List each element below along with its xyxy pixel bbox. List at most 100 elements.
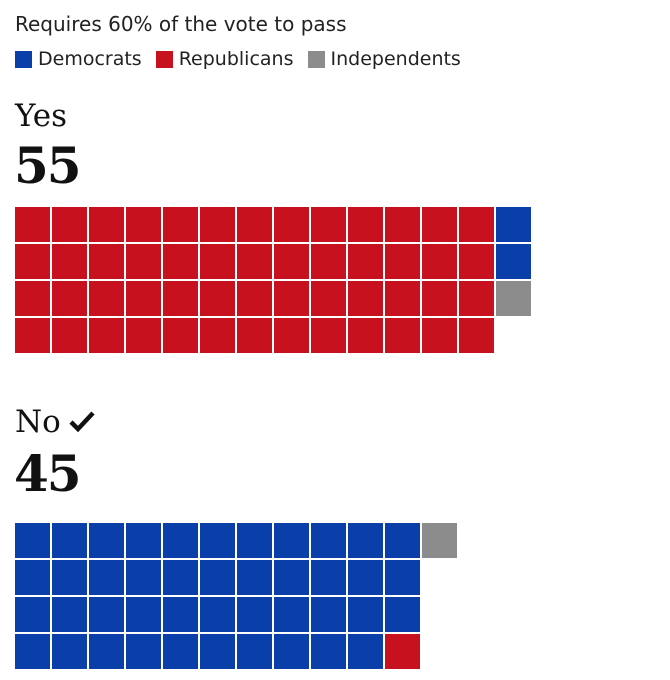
waffle-cell-no-democrats: [274, 523, 309, 558]
waffle-cell-yes-republicans: [422, 207, 457, 242]
waffle-cell-no-independents: [422, 523, 457, 558]
waffle-cell-no-democrats: [15, 560, 50, 595]
waffle-cell-yes-republicans: [126, 281, 161, 316]
waffle-cell-yes-republicans: [15, 281, 50, 316]
waffle-cell-yes-republicans: [348, 207, 383, 242]
waffle-cell-yes-republicans: [163, 244, 198, 279]
waffle-cell-no-democrats: [163, 634, 198, 669]
waffle-cell-no-democrats: [126, 560, 161, 595]
waffle-cell-yes-republicans: [311, 281, 346, 316]
legend: Democrats Republicans Independents: [15, 46, 475, 72]
waffle-cell-yes-republicans: [311, 244, 346, 279]
waffle-cell-no-democrats: [348, 597, 383, 632]
waffle-cell-yes-republicans: [15, 318, 50, 353]
waffle-cell-yes-republicans: [126, 318, 161, 353]
waffle-cell-yes-republicans: [89, 244, 124, 279]
waffle-cell-yes-republicans: [15, 207, 50, 242]
waffle-cell-no-democrats: [89, 560, 124, 595]
waffle-cell-yes-democrats: [496, 244, 531, 279]
waffle-cell-no-democrats: [15, 634, 50, 669]
waffle-cell-no-democrats: [89, 634, 124, 669]
waffle-cell-no-democrats: [200, 597, 235, 632]
waffle-cell-yes-republicans: [52, 281, 87, 316]
waffle-cell-no-democrats: [311, 560, 346, 595]
waffle-cell-yes-republicans: [348, 318, 383, 353]
waffle-cell-yes-republicans: [274, 244, 309, 279]
waffle-cell-no-democrats: [200, 523, 235, 558]
yes-count: 55: [14, 136, 82, 195]
waffle-cell-yes-republicans: [237, 244, 272, 279]
waffle-cell-yes-republicans: [348, 244, 383, 279]
waffle-cell-yes-republicans: [459, 244, 494, 279]
waffle-cell-no-democrats: [89, 523, 124, 558]
waffle-cell-yes-republicans: [200, 244, 235, 279]
waffle-cell-yes-republicans: [89, 207, 124, 242]
waffle-cell-yes-republicans: [385, 281, 420, 316]
requirement-note: Requires 60% of the vote to pass: [15, 12, 347, 36]
waffle-cell-yes-republicans: [274, 318, 309, 353]
waffle-cell-yes-republicans: [200, 281, 235, 316]
waffle-cell-yes-republicans: [459, 207, 494, 242]
yes-label-text: Yes: [15, 98, 68, 134]
waffle-cell-yes-republicans: [52, 318, 87, 353]
legend-label-independents: Independents: [330, 48, 461, 70]
waffle-cell-no-democrats: [126, 634, 161, 669]
waffle-cell-yes-republicans: [311, 207, 346, 242]
waffle-cell-yes-republicans: [385, 244, 420, 279]
waffle-cell-yes-independents: [496, 281, 531, 316]
waffle-cell-yes-republicans: [311, 318, 346, 353]
waffle-cell-no-democrats: [126, 597, 161, 632]
waffle-cell-yes-republicans: [126, 207, 161, 242]
waffle-cell-yes-republicans: [422, 318, 457, 353]
waffle-cell-yes-republicans: [385, 207, 420, 242]
waffle-cell-no-democrats: [348, 634, 383, 669]
waffle-cell-no-democrats: [385, 597, 420, 632]
legend-label-republicans: Republicans: [178, 48, 294, 70]
waffle-cell-no-democrats: [237, 634, 272, 669]
waffle-cell-yes-republicans: [126, 244, 161, 279]
legend-swatch-republicans: [155, 50, 173, 68]
waffle-cell-yes-republicans: [52, 244, 87, 279]
waffle-cell-yes-republicans: [89, 281, 124, 316]
waffle-cell-no-democrats: [237, 523, 272, 558]
waffle-cell-no-democrats: [311, 597, 346, 632]
waffle-cell-no-democrats: [274, 634, 309, 669]
waffle-grid-yes: [15, 207, 531, 353]
no-count: 45: [14, 444, 82, 503]
waffle-cell-no-democrats: [52, 560, 87, 595]
waffle-cell-yes-republicans: [163, 318, 198, 353]
waffle-cell-no-democrats: [348, 523, 383, 558]
waffle-cell-no-democrats: [15, 523, 50, 558]
waffle-cell-yes-republicans: [274, 281, 309, 316]
waffle-cell-yes-republicans: [15, 244, 50, 279]
waffle-cell-yes-republicans: [459, 318, 494, 353]
waffle-cell-yes-republicans: [422, 244, 457, 279]
waffle-cell-no-democrats: [274, 597, 309, 632]
waffle-grid-no: [15, 523, 457, 669]
waffle-cell-yes-republicans: [237, 207, 272, 242]
waffle-cell-yes-republicans: [459, 281, 494, 316]
waffle-cell-yes-republicans: [200, 207, 235, 242]
waffle-cell-no-democrats: [126, 523, 161, 558]
waffle-cell-yes-republicans: [385, 318, 420, 353]
waffle-cell-yes-republicans: [237, 281, 272, 316]
check-icon: [69, 404, 95, 440]
waffle-cell-no-democrats: [385, 523, 420, 558]
legend-swatch-independents: [307, 50, 325, 68]
waffle-cell-no-democrats: [385, 560, 420, 595]
waffle-cell-no-democrats: [348, 560, 383, 595]
waffle-cell-no-democrats: [52, 597, 87, 632]
waffle-cell-no-democrats: [200, 634, 235, 669]
waffle-cell-yes-republicans: [274, 207, 309, 242]
legend-item-republicans: Republicans: [155, 46, 294, 72]
waffle-cell-yes-republicans: [422, 281, 457, 316]
yes-label: Yes: [15, 98, 67, 134]
no-label: No: [15, 404, 95, 440]
waffle-cell-no-democrats: [237, 597, 272, 632]
legend-item-democrats: Democrats: [15, 46, 142, 72]
legend-label-democrats: Democrats: [38, 48, 142, 70]
waffle-cell-yes-republicans: [163, 281, 198, 316]
waffle-cell-yes-republicans: [89, 318, 124, 353]
waffle-cell-yes-republicans: [200, 318, 235, 353]
